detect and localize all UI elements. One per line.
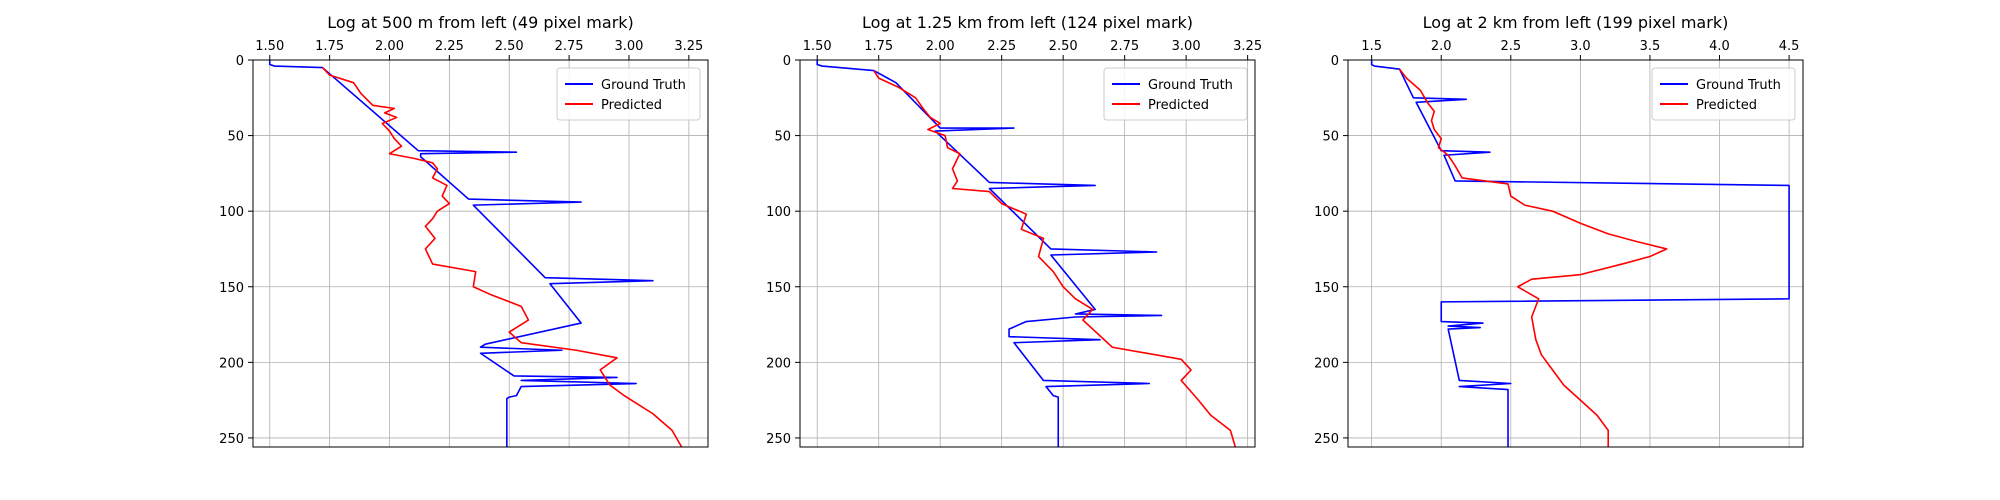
axes-frame — [1347, 59, 1804, 448]
x-tick-label: 2.00 — [926, 39, 955, 54]
y-tick-label: 0 — [1331, 54, 1339, 69]
x-tick-label: 1.50 — [803, 39, 832, 54]
x-tick-label: 4.0 — [1709, 39, 1730, 54]
x-tick-label: 1.5 — [1361, 39, 1382, 54]
x-tick-label: 3.25 — [674, 39, 703, 54]
x-tick-label: 3.5 — [1640, 39, 1661, 54]
y-tick-label: 200 — [219, 356, 244, 371]
panel-title: Log at 1.25 km from left (124 pixel mark… — [862, 13, 1193, 32]
x-tick-label: 1.75 — [315, 39, 344, 54]
y-tick-label: 200 — [1314, 356, 1339, 371]
legend-label: Ground Truth — [601, 78, 686, 93]
series-line-predicted — [873, 70, 1237, 447]
y-tick-label: 100 — [219, 205, 244, 220]
y-tick-label: 250 — [766, 432, 791, 447]
x-tick-label: 1.75 — [864, 39, 893, 54]
x-tick-label: 2.00 — [375, 39, 404, 54]
x-tick-label: 1.50 — [255, 39, 284, 54]
panel-2: 1.50 1.75 2.00 2.25 2.50 2.75 3.00 3.25 0 50 100 15… — [766, 13, 1262, 448]
axes-frame — [252, 59, 709, 448]
x-tick-label: 2.25 — [435, 39, 464, 54]
panel-1: 1.50 1.75 2.00 2.25 2.50 2.75 3.00 3.25 0 50 100 15… — [219, 13, 709, 448]
series-line-ground-truth — [1370, 60, 1790, 447]
x-tick-label: 2.50 — [495, 39, 524, 54]
x-tick-label: 3.00 — [614, 39, 643, 54]
x-tick-label: 4.5 — [1779, 39, 1800, 54]
y-tick-label: 100 — [766, 205, 791, 220]
x-tick-label: 2.50 — [1049, 39, 1078, 54]
x-tick-label: 2.75 — [1110, 39, 1139, 54]
panel-title: Log at 500 m from left (49 pixel mark) — [327, 13, 634, 32]
panel-3: 1.5 2.0 2.5 3.0 3.5 4.0 4.5 0 50 100 150 200 250 Log … — [1314, 13, 1804, 448]
y-tick-label: 250 — [1314, 432, 1339, 447]
x-tick-label: 2.5 — [1500, 39, 1521, 54]
panel-title: Log at 2 km from left (199 pixel mark) — [1423, 13, 1729, 32]
legend-box — [1651, 67, 1796, 121]
legend-label: Predicted — [1696, 98, 1757, 113]
series-line-predicted — [321, 67, 683, 447]
y-tick-label: 150 — [219, 281, 244, 296]
x-tick-label: 2.0 — [1431, 39, 1452, 54]
y-tick-label: 50 — [774, 130, 791, 145]
series-line-predicted — [1398, 68, 1668, 447]
legend-label: Predicted — [1148, 98, 1209, 113]
legend: Ground Truth Predicted — [1103, 67, 1248, 121]
x-tick-label: 3.25 — [1233, 39, 1262, 54]
y-tick-label: 50 — [1322, 130, 1339, 145]
legend-box — [556, 67, 701, 121]
y-tick-label: 250 — [219, 432, 244, 447]
legend-label: Ground Truth — [1696, 78, 1781, 93]
x-tick-label: 2.25 — [987, 39, 1016, 54]
y-tick-label: 0 — [236, 54, 244, 69]
y-tick-label: 0 — [783, 54, 791, 69]
x-tick-label: 2.75 — [555, 39, 584, 54]
y-tick-label: 150 — [1314, 281, 1339, 296]
series-line-ground-truth — [268, 60, 654, 447]
y-tick-label: 200 — [766, 356, 791, 371]
y-tick-label: 150 — [766, 281, 791, 296]
x-tick-label: 3.0 — [1570, 39, 1591, 54]
y-tick-label: 100 — [1314, 205, 1339, 220]
axes-frame — [799, 59, 1256, 448]
legend-box — [1103, 67, 1248, 121]
x-tick-label: 3.00 — [1172, 39, 1201, 54]
y-tick-label: 50 — [227, 130, 244, 145]
legend-label: Ground Truth — [1148, 78, 1233, 93]
series-line-ground-truth — [816, 60, 1163, 447]
legend: Ground Truth Predicted — [556, 67, 701, 121]
legend: Ground Truth Predicted — [1651, 67, 1796, 121]
legend-label: Predicted — [601, 98, 662, 113]
